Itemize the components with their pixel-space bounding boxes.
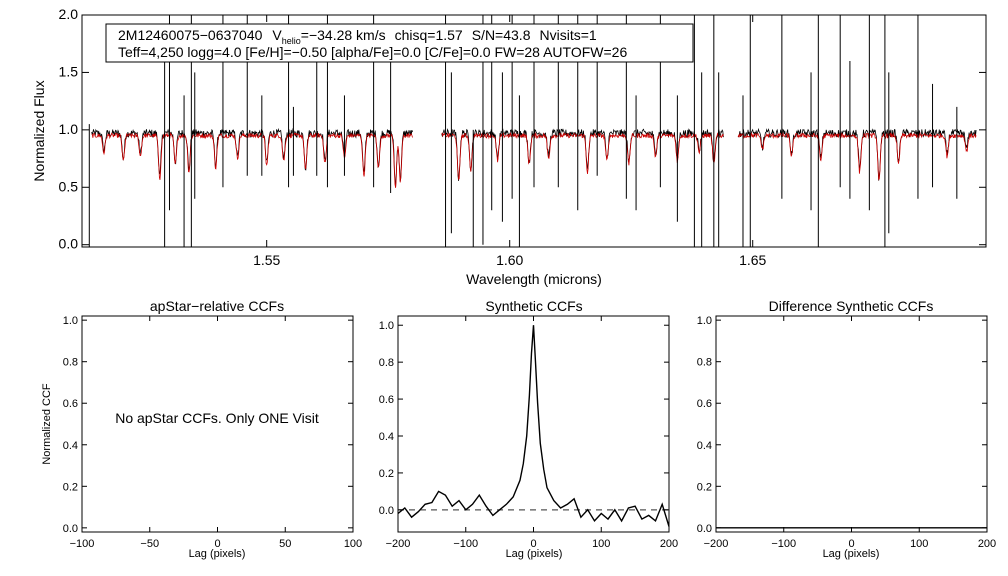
difference-ytick-label: 1.0 [697,315,712,327]
difference-ytick-label: 0.4 [697,440,712,452]
difference-xtick-label: −200 [704,538,729,550]
spectrum-axes: 1.55 1.60 1.65 0.0 0.5 1.0 1.5 2.0 [59,6,986,268]
synthetic-ytick-label: 0.4 [379,431,394,443]
spectrum-ytick-label: 0.5 [59,178,79,194]
difference-ytick-label: 0.6 [697,398,712,410]
spectrum-xtick-label: 1.60 [496,252,523,268]
apstar-ytick-label: 0.0 [63,523,78,535]
apstar-ytick-label: 0.4 [63,440,78,452]
apstar-ytick-label: 0.6 [63,398,78,410]
spectrum-xtick-label: 1.65 [739,252,766,268]
spectrum-ytick-label: 1.0 [59,121,79,137]
difference-ccf-x-label: Lag (pixels) [823,548,880,560]
spectrum-model-segment-3 [737,131,977,181]
difference-ytick-label: 0.8 [697,357,712,369]
difference-xtick-label: 100 [910,538,928,550]
spectrum-data [88,15,977,247]
synthetic-ytick-label: 0.6 [379,394,394,406]
synthetic-ytick-label: 0.8 [379,357,394,369]
synthetic-xtick-label: −200 [386,538,411,550]
synthetic-ytick-label: 0.2 [379,468,394,480]
synthetic-ytick-label: 0.0 [379,505,394,517]
apstar-ccf-title: apStar−relative CCFs [150,298,284,314]
difference-ccf-title: Difference Synthetic CCFs [769,298,934,314]
apstar-ytick-label: 0.2 [63,481,78,493]
spectrum-ytick-label: 0.0 [59,236,79,252]
difference-ytick-label: 0.2 [697,481,712,493]
synthetic-ccf-data [397,325,670,527]
vhelio-subscript: helio [282,36,301,46]
apstar-ccf-x-label: Lag (pixels) [189,548,246,560]
vhelio-prefix: V [272,27,282,43]
synthetic-ccf-axes: −200 −100 0 100 200 0.0 0.2 0.4 0.6 0.8 1.0 [379,316,678,550]
info-box [105,23,694,63]
synthetic-xtick-label: 0 [530,538,536,550]
vhelio-value: =−34.28 km/s [301,27,386,43]
info-line-1: 2M12460075−0637040 Vhelio=−34.28 km/s chis… [118,27,597,46]
difference-ytick-label: 0.0 [697,523,712,535]
apstar-ytick-label: 1.0 [63,315,78,327]
apstar-xtick-label: 0 [214,538,220,550]
synthetic-ccf-title: Synthetic CCFs [485,298,582,314]
nvisits-value: Nvisits=1 [539,27,596,43]
apstar-ccf-message: No apStar CCFs. Only ONE Visit [115,410,319,426]
spectrum-x-label: Wavelength (microns) [466,271,602,287]
synthetic-ccf-frame [397,315,670,533]
synthetic-ytick-label: 1.0 [379,320,394,332]
synthetic-xtick-label: 100 [592,538,610,550]
synthetic-ccf-line [397,325,670,527]
spectrum-ytick-label: 2.0 [59,6,79,22]
difference-xtick-label: 0 [848,538,854,550]
difference-xtick-label: 200 [978,538,996,550]
apstar-ccf-y-label: Normalized CCF [41,383,53,465]
synthetic-xtick-label: −100 [453,538,478,550]
sn-value: S/N=43.8 [472,27,531,43]
spectrum-observed-segment-2 [441,128,724,181]
spectrum-model-segment-1 [91,131,413,188]
chisq-value: chisq=1.57 [395,27,463,43]
synthetic-ccf-x-label: Lag (pixels) [506,548,563,560]
apstar-xtick-label: −50 [140,538,159,550]
spectrum-xtick-label: 1.55 [253,252,280,268]
star-id: 2M12460075−0637040 [118,27,263,43]
synthetic-xtick-label: 200 [660,538,678,550]
spectrum-observed-segment-1 [91,127,413,188]
difference-ccf-frame [715,315,988,533]
apstar-ytick-label: 0.8 [63,357,78,369]
difference-ccf-axes: −200 −100 0 100 200 0.0 0.2 0.4 0.6 0.8 1.0 [697,315,996,550]
spectrum-ytick-label: 1.5 [59,63,79,79]
apstar-xtick-label: −100 [70,538,95,550]
spectrum-y-label: Normalized Flux [31,80,47,181]
difference-xtick-label: −100 [771,538,796,550]
spectrum-observed-segment-3 [737,127,977,181]
difference-ccf-panel: Difference Synthetic CCFs −200 −100 0 100 20… [697,298,996,560]
info-line-2: Teff=4,250 logg=4.0 [Fe/H]=−0.50 [alpha/… [118,44,627,60]
apstar-xtick-label: 50 [279,538,291,550]
apstar-xtick-label: 100 [344,538,362,550]
apstar-ccf-panel: apStar−relative CCFs −100 −50 0 50 100 0.0 0.2… [41,298,362,560]
spectrum-model-segment-2 [441,131,724,181]
synthetic-ccf-panel: Synthetic CCFs −200 −100 0 100 200 0.0 0.2 0.4 0… [379,298,678,560]
apstar-ccf-axes: −100 −50 0 50 100 0.0 0.2 0.4 0.6 0.8 1.0 [63,315,362,550]
spectrum-panel: 1.55 1.60 1.65 0.0 0.5 1.0 1.5 2.0 2M12460075−0… [31,6,987,287]
